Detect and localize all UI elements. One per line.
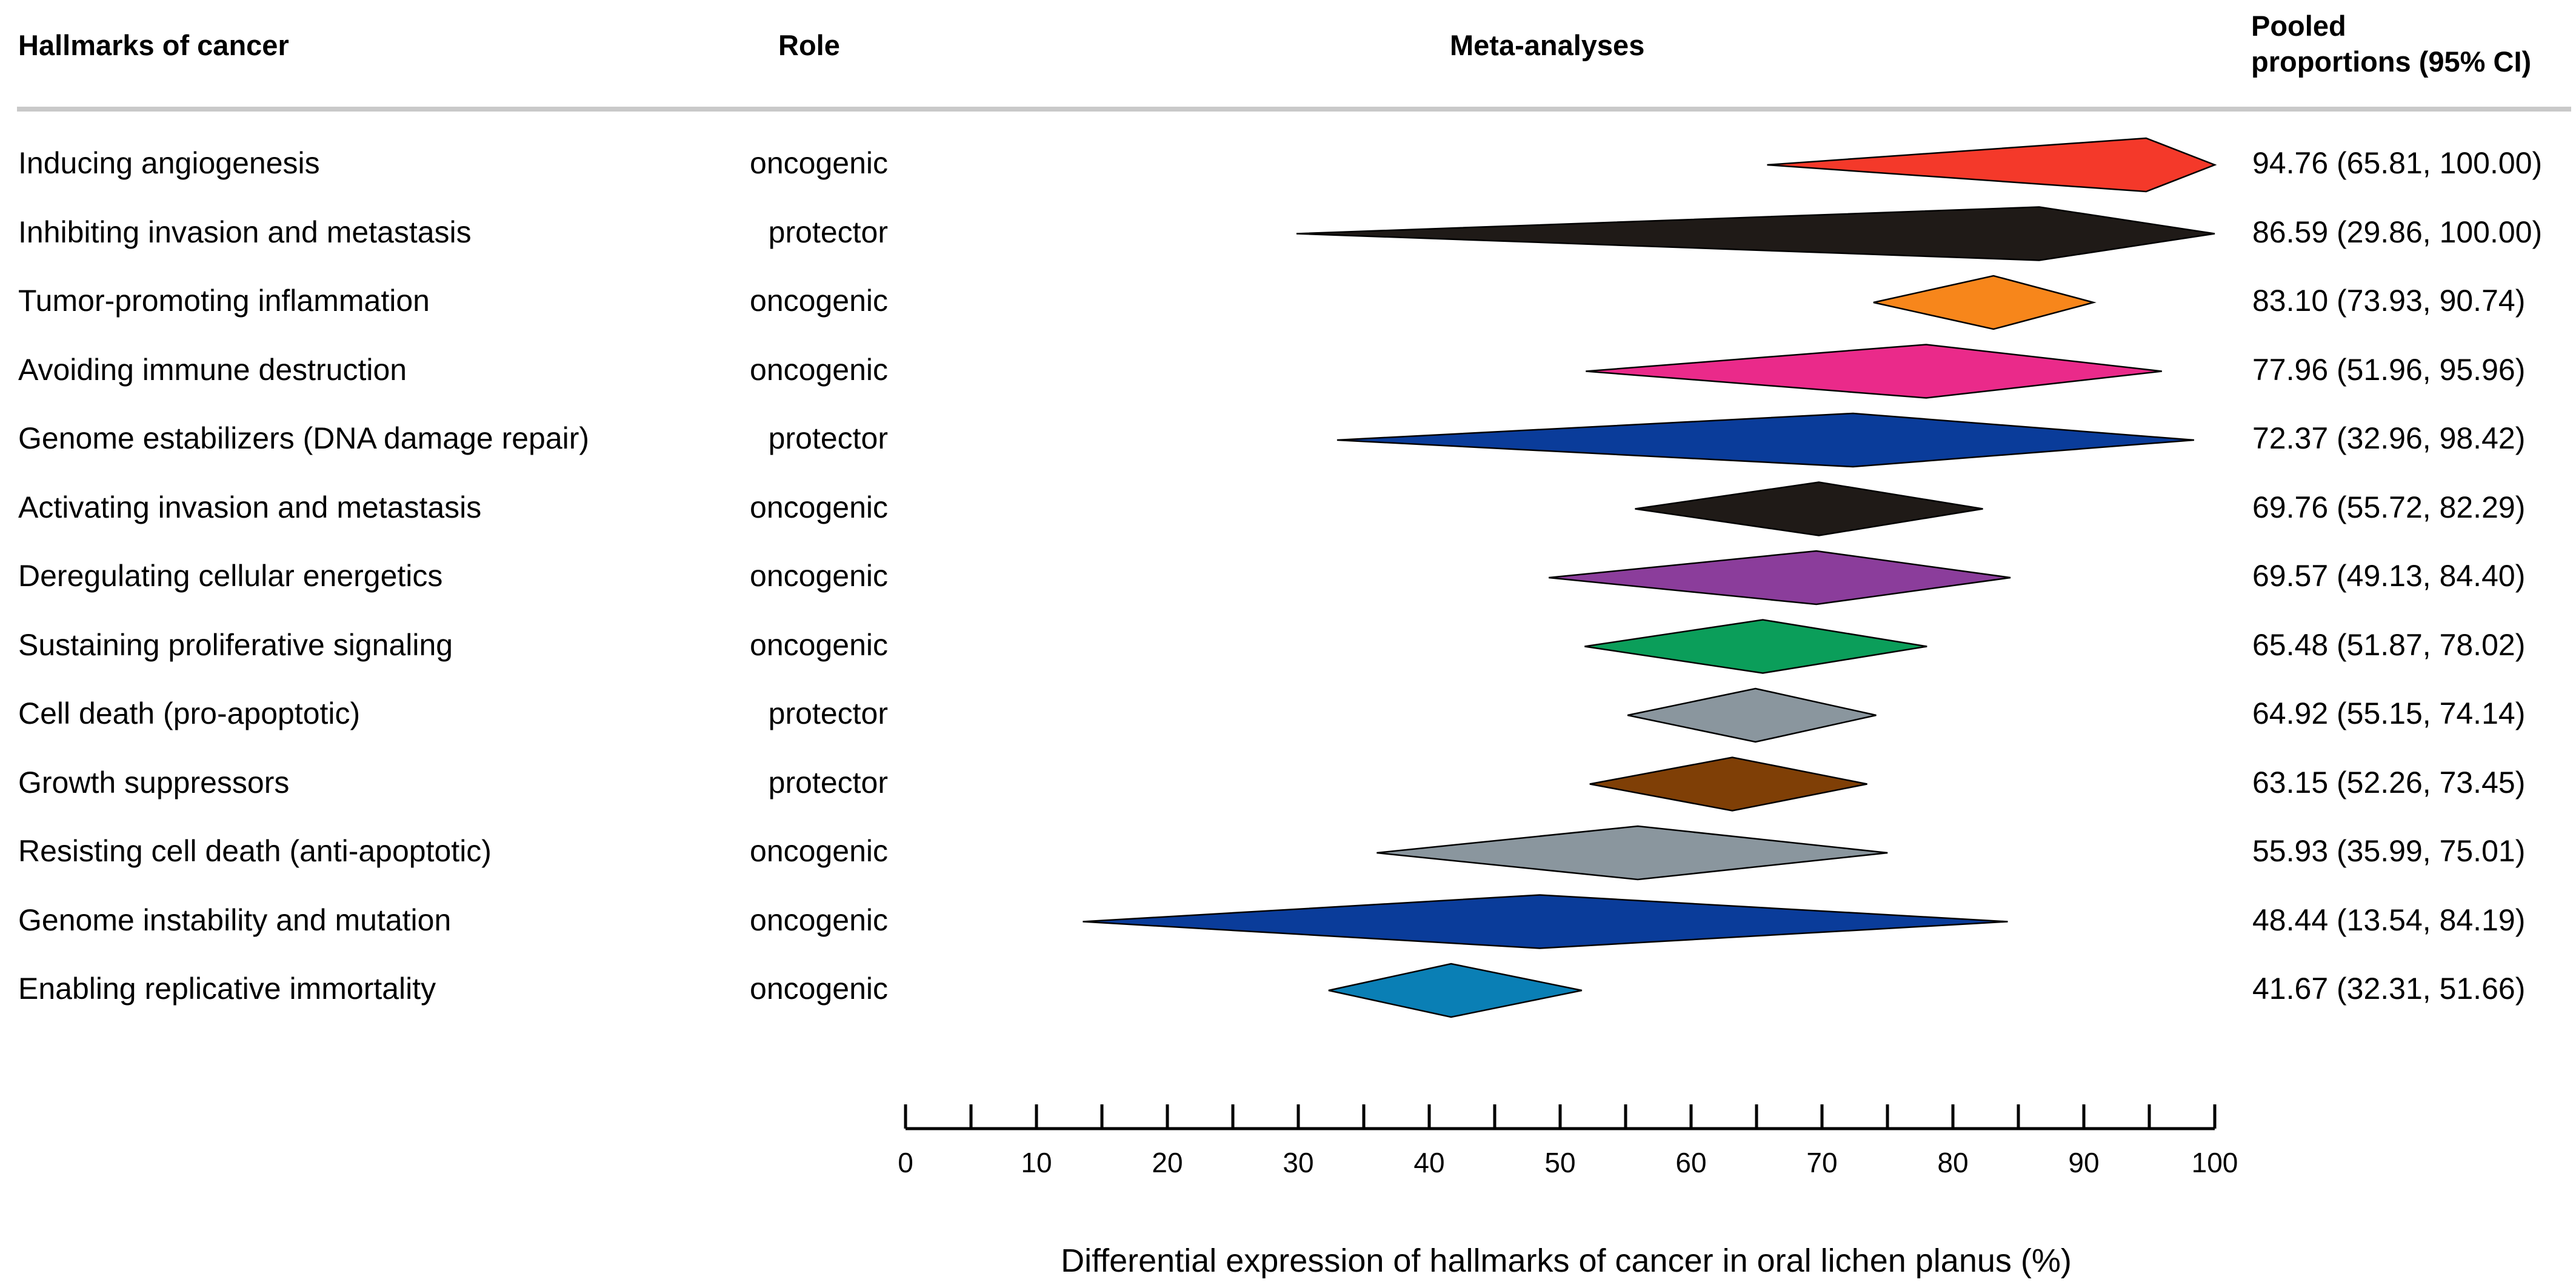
pooled-ci-inducing-angiogenesis: 94.76 (65.81, 100.00) bbox=[2252, 146, 2543, 180]
pooled-ci-activating-invasion-and-metastasis: 69.76 (55.72, 82.29) bbox=[2252, 490, 2526, 524]
header-meta-analyses: Meta-analyses bbox=[1450, 29, 1645, 61]
diamond-sustaining-proliferative-signaling bbox=[1584, 619, 1927, 674]
pooled-ci-deregulating-cellular-energetics: 69.57 (49.13, 84.40) bbox=[2252, 559, 2526, 593]
diamond-inducing-angiogenesis bbox=[1767, 137, 2217, 193]
role-label-inhibiting-invasion-and-metastasis: protector bbox=[768, 215, 888, 249]
header-role: Role bbox=[778, 29, 840, 61]
x-tick-label: 40 bbox=[1413, 1147, 1444, 1178]
pooled-ci-inhibiting-invasion-and-metastasis: 86.59 (29.86, 100.00) bbox=[2252, 215, 2543, 249]
role-label-avoiding-immune-destruction: oncogenic bbox=[750, 352, 888, 387]
hallmark-label-deregulating-cellular-energetics: Deregulating cellular energetics bbox=[18, 559, 443, 593]
role-label-cell-death-pro-apoptotic: protector bbox=[768, 696, 888, 730]
x-tick-label: 100 bbox=[2192, 1147, 2238, 1178]
x-tick-label: 30 bbox=[1283, 1147, 1313, 1178]
hallmark-label-growth-suppressors: Growth suppressors bbox=[18, 765, 290, 799]
hallmark-label-genome-estabilizers-dna-damage-repair: Genome estabilizers (DNA damage repair) bbox=[18, 421, 590, 455]
hallmark-label-sustaining-proliferative-signaling: Sustaining proliferative signaling bbox=[18, 627, 453, 662]
role-label-resisting-cell-death-anti-apoptotic: oncogenic bbox=[750, 834, 888, 868]
role-label-deregulating-cellular-energetics: oncogenic bbox=[750, 559, 888, 593]
diamond-cell-death-pro-apoptotic bbox=[1627, 687, 1877, 743]
diamond-inhibiting-invasion-and-metastasis bbox=[1296, 206, 2215, 261]
hallmark-label-avoiding-immune-destruction: Avoiding immune destruction bbox=[18, 352, 407, 387]
header-pooled-line1: Pooled bbox=[2251, 10, 2346, 42]
hallmark-label-enabling-replicative-immortality: Enabling replicative immortality bbox=[18, 972, 436, 1006]
diamond-avoiding-immune-destruction bbox=[1586, 344, 2162, 399]
diamond-resisting-cell-death-anti-apoptotic bbox=[1376, 825, 1888, 881]
diamond-genome-instability-and-mutation bbox=[1083, 894, 2008, 949]
diamond-genome-estabilizers-dna-damage-repair bbox=[1336, 412, 2194, 468]
x-tick-label: 70 bbox=[1806, 1147, 1837, 1178]
x-tick-label: 90 bbox=[2068, 1147, 2099, 1178]
role-label-genome-instability-and-mutation: oncogenic bbox=[750, 903, 888, 937]
pooled-ci-genome-estabilizers-dna-damage-repair: 72.37 (32.96, 98.42) bbox=[2252, 421, 2526, 455]
hallmark-label-genome-instability-and-mutation: Genome instability and mutation bbox=[18, 903, 452, 937]
header-hallmarks: Hallmarks of cancer bbox=[18, 29, 289, 61]
diamond-growth-suppressors bbox=[1589, 756, 1867, 812]
pooled-ci-growth-suppressors: 63.15 (52.26, 73.45) bbox=[2252, 765, 2526, 799]
pooled-ci-genome-instability-and-mutation: 48.44 (13.54, 84.19) bbox=[2252, 903, 2526, 937]
pooled-ci-enabling-replicative-immortality: 41.67 (32.31, 51.66) bbox=[2252, 972, 2526, 1006]
pooled-ci-sustaining-proliferative-signaling: 65.48 (51.87, 78.02) bbox=[2252, 627, 2526, 662]
role-label-growth-suppressors: protector bbox=[768, 765, 888, 799]
role-label-inducing-angiogenesis: oncogenic bbox=[750, 146, 888, 180]
diamond-tumor-promoting-inflammation bbox=[1873, 275, 2097, 330]
pooled-ci-cell-death-pro-apoptotic: 64.92 (55.15, 74.14) bbox=[2252, 696, 2526, 730]
diamond-activating-invasion-and-metastasis bbox=[1635, 481, 1983, 536]
hallmark-label-cell-death-pro-apoptotic: Cell death (pro-apoptotic) bbox=[18, 696, 361, 730]
x-tick-label: 60 bbox=[1675, 1147, 1706, 1178]
role-label-sustaining-proliferative-signaling: oncogenic bbox=[750, 627, 888, 662]
hallmark-label-inducing-angiogenesis: Inducing angiogenesis bbox=[18, 146, 320, 180]
diamond-enabling-replicative-immortality bbox=[1328, 963, 1583, 1018]
hallmark-label-resisting-cell-death-anti-apoptotic: Resisting cell death (anti-apoptotic) bbox=[18, 834, 492, 868]
role-label-tumor-promoting-inflammation: oncogenic bbox=[750, 284, 888, 318]
role-label-genome-estabilizers-dna-damage-repair: protector bbox=[768, 421, 888, 455]
x-tick-label: 0 bbox=[898, 1147, 913, 1178]
header-divider bbox=[17, 107, 2571, 112]
hallmark-label-inhibiting-invasion-and-metastasis: Inhibiting invasion and metastasis bbox=[18, 215, 472, 249]
pooled-ci-resisting-cell-death-anti-apoptotic: 55.93 (35.99, 75.01) bbox=[2252, 834, 2526, 868]
diamond-deregulating-cellular-energetics bbox=[1549, 550, 2011, 606]
x-tick-label: 50 bbox=[1544, 1147, 1575, 1178]
header-pooled-line2: proportions (95% CI) bbox=[2251, 45, 2532, 78]
header-pooled: Pooled proportions (95% CI) bbox=[2251, 8, 2531, 80]
hallmark-label-tumor-promoting-inflammation: Tumor-promoting inflammation bbox=[18, 284, 430, 318]
role-label-activating-invasion-and-metastasis: oncogenic bbox=[750, 490, 888, 524]
hallmark-label-activating-invasion-and-metastasis: Activating invasion and metastasis bbox=[18, 490, 482, 524]
x-tick-label: 20 bbox=[1152, 1147, 1183, 1178]
x-tick-label: 10 bbox=[1021, 1147, 1052, 1178]
x-tick-label: 80 bbox=[1937, 1147, 1968, 1178]
pooled-ci-avoiding-immune-destruction: 77.96 (51.96, 95.96) bbox=[2252, 352, 2526, 387]
pooled-ci-tumor-promoting-inflammation: 83.10 (73.93, 90.74) bbox=[2252, 284, 2526, 318]
x-axis-label: Differential expression of hallmarks of … bbox=[1061, 1243, 2072, 1279]
role-label-enabling-replicative-immortality: oncogenic bbox=[750, 972, 888, 1006]
